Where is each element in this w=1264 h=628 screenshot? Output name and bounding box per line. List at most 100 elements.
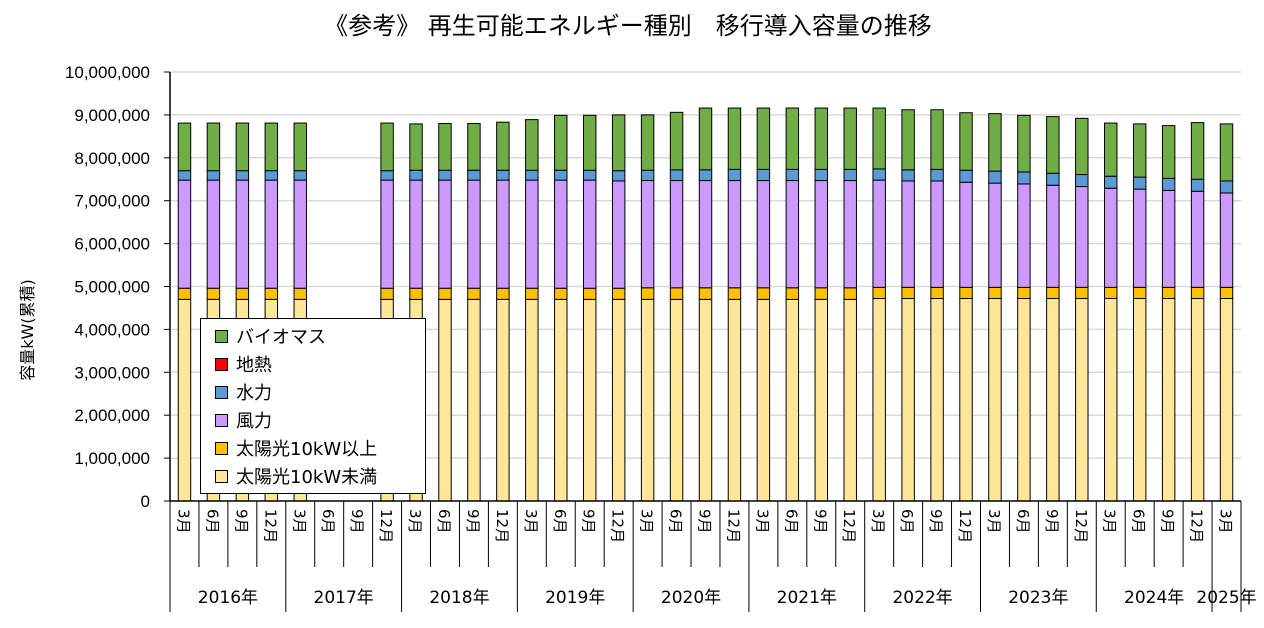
bar-segment: [785, 180, 800, 289]
legend-swatch: [215, 413, 228, 427]
y-tick-label: 0: [141, 492, 150, 511]
bar-segment: [1219, 180, 1234, 194]
bar-segment: [1046, 116, 1060, 174]
bar-segment: [293, 170, 307, 181]
bar-segment: [872, 168, 886, 181]
bar-segment: [901, 180, 915, 288]
bar-segment: [525, 169, 539, 181]
bar-segment: [1075, 298, 1089, 502]
bar-segment: [293, 179, 307, 289]
bar-segment: [1219, 298, 1234, 502]
x-year-label: 2020年: [661, 588, 721, 608]
bar-segment: [264, 170, 279, 181]
bar-segment: [177, 122, 192, 172]
x-month-label: 12月: [956, 509, 974, 543]
x-year-label: 2024年: [1124, 588, 1184, 608]
legend-item: 水力: [215, 378, 425, 406]
y-tick-label: 5,000,000: [74, 278, 150, 297]
bar-segment: [756, 168, 771, 182]
bar-segment: [669, 111, 684, 171]
bar-segment: [1132, 176, 1147, 190]
bar-segment: [554, 169, 568, 181]
bar-segment: [1075, 117, 1089, 176]
x-month-label: 9月: [580, 509, 598, 534]
bar-segment: [1190, 298, 1205, 502]
bar-segment: [814, 168, 829, 182]
legend-label: 地熱: [236, 355, 272, 376]
bar-segment: [669, 180, 684, 289]
bar-segment: [1161, 125, 1176, 179]
bar-segment: [843, 287, 857, 300]
bar-segment: [264, 179, 279, 289]
bar-segment: [611, 298, 626, 502]
bar-segment: [756, 298, 771, 502]
bar-segment: [380, 287, 394, 300]
bar-segment: [467, 169, 481, 181]
bar-segment: [959, 169, 973, 183]
bar-segment: [930, 168, 944, 182]
x-month-label: 9月: [1159, 509, 1177, 534]
bar-segment: [177, 179, 192, 289]
bar-segment: [467, 179, 481, 289]
bar-segment: [611, 180, 626, 289]
bar-segment: [1017, 183, 1031, 288]
bar-segment: [438, 179, 452, 289]
x-month-label: 3月: [753, 509, 771, 534]
bar-segment: [409, 169, 423, 181]
bar-segment: [872, 179, 886, 288]
bar-segment: [785, 168, 800, 182]
x-year-label: 2018年: [429, 588, 489, 608]
bar-segment: [959, 112, 973, 171]
bar-segment: [1046, 184, 1060, 288]
bar-segment: [611, 287, 626, 300]
bar-segment: [727, 287, 742, 300]
x-month-label: 3月: [1101, 509, 1119, 534]
bar-segment: [496, 179, 510, 289]
x-month-label: 12月: [609, 509, 627, 543]
bar-segment: [785, 107, 800, 170]
bar-segment: [727, 298, 742, 502]
bar-segment: [206, 122, 221, 172]
y-axis-title: 容量kW(累積): [18, 279, 37, 381]
x-month-label: 6月: [551, 509, 569, 534]
y-tick-label: 9,000,000: [74, 106, 150, 125]
bar-segment: [177, 170, 192, 181]
bar-segment: [1104, 187, 1118, 288]
bar-segment: [293, 287, 307, 300]
x-month-label: 3月: [290, 509, 308, 534]
bar-segment: [582, 169, 597, 181]
bar-segment: [582, 179, 597, 289]
bar-segment: [611, 170, 626, 182]
legend-swatch: [215, 441, 228, 455]
bar-segment: [901, 109, 915, 171]
bar-segment: [582, 298, 597, 502]
legend-label: 太陽光10kW未満: [236, 467, 378, 488]
x-month-label: 12月: [1072, 509, 1090, 543]
x-month-label: 9月: [927, 509, 945, 534]
x-year-label: 2021年: [777, 588, 837, 608]
x-month-label: 3月: [869, 509, 887, 534]
bar-segment: [988, 170, 1002, 184]
bar-segment: [235, 179, 250, 289]
bar-segment: [177, 287, 192, 300]
bar-segment: [901, 169, 915, 182]
bar-segment: [669, 169, 684, 182]
x-month-label: 6月: [203, 509, 221, 534]
x-month-label: 3月: [406, 509, 424, 534]
x-year-label: 2023年: [1008, 588, 1068, 608]
bar-segment: [872, 286, 886, 300]
x-month-label: 6月: [898, 509, 916, 534]
x-month-label: 6月: [319, 509, 337, 534]
x-month-label: 3月: [522, 509, 540, 534]
bar-segment: [814, 180, 829, 289]
bar-segment: [988, 298, 1002, 502]
x-month-label: 12月: [377, 509, 395, 543]
bar-segment: [206, 170, 221, 181]
bar-segment: [1046, 172, 1060, 186]
bar-segment: [930, 180, 944, 288]
bar-segment: [959, 286, 973, 300]
x-month-label: 12月: [840, 509, 858, 543]
bar-segment: [814, 107, 829, 170]
bar-segment: [438, 298, 452, 502]
bar-segment: [727, 107, 742, 170]
